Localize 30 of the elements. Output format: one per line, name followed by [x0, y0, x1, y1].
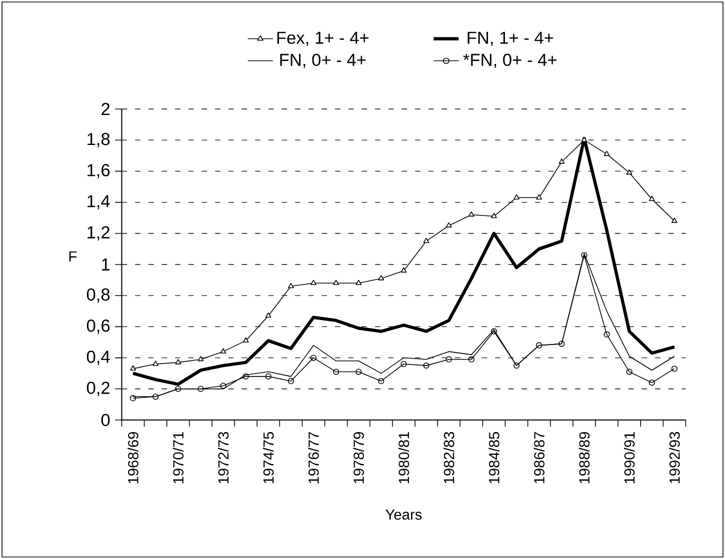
legend-label: *FN, 0+ - 4+: [463, 54, 556, 68]
x-tick-label: 1986/87: [534, 432, 544, 484]
x-tick-label: 1992/93: [669, 432, 680, 484]
y-tick-label: 0,8: [86, 288, 110, 303]
legend-label: FN, 0+ - 4+: [280, 54, 366, 68]
legend-label: Fex, 1+ - 4+: [277, 32, 369, 46]
x-tick-label: 1988/89: [578, 432, 590, 484]
x-tick-label: 1974/75: [262, 432, 274, 484]
y-tick-label: 1,2: [88, 226, 110, 241]
y-axis-title: F: [69, 251, 76, 262]
y-tick-label: 2: [102, 102, 110, 116]
x-tick-label: 1976/77: [308, 432, 319, 484]
x-axis-title: Years: [386, 510, 422, 520]
y-tick-label: 1,8: [88, 132, 110, 148]
x-tick-label: 1980/81: [398, 432, 410, 484]
y-tick-label: 1: [102, 258, 110, 270]
x-tick-label: 1970/71: [172, 432, 184, 484]
y-tick-label: 0,2: [86, 382, 110, 396]
y-tick-label: 0: [101, 414, 110, 426]
y-tick-label: 0,4: [86, 350, 110, 365]
y-tick-label: 1,4: [88, 195, 110, 210]
y-tick-label: 1,6: [88, 164, 110, 178]
x-tick-label: 1984/85: [488, 432, 500, 484]
legend-label: FN, 1+ - 4+: [468, 32, 554, 46]
y-tick-label: 0,6: [86, 320, 110, 334]
x-tick-label: 1972/73: [218, 432, 229, 484]
x-tick-label: 1982/83: [443, 432, 454, 484]
x-tick-label: 1990/91: [624, 432, 635, 484]
x-tick-label: 1978/79: [353, 432, 364, 484]
x-tick-label: 1968/69: [128, 432, 138, 484]
